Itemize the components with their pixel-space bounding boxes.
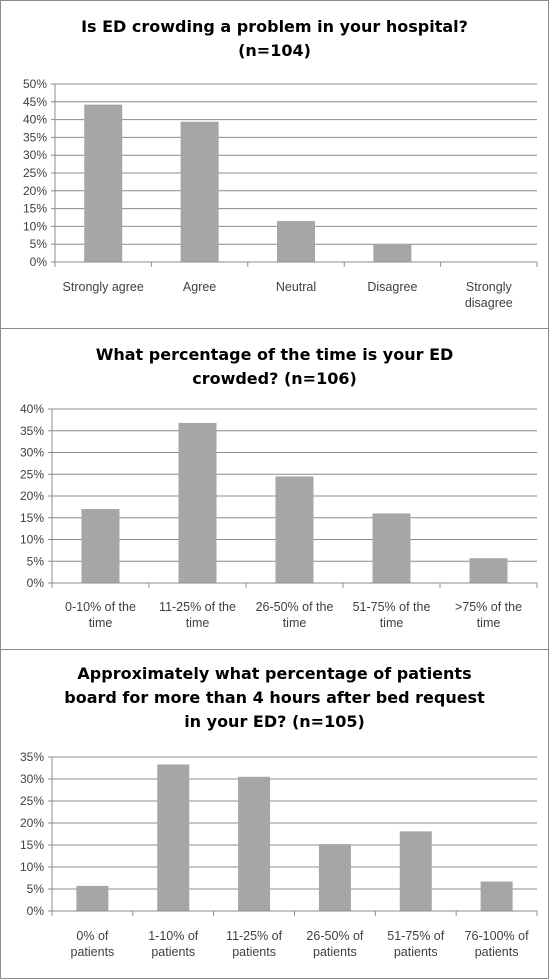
bar	[372, 513, 411, 583]
bar-chart: 0% 5% 10% 15% 20% 25% 30% 35% 40% 45% 50% Strongly …	[23, 77, 538, 310]
bar	[238, 776, 271, 911]
bar-chart: 0% 5% 10% 15% 20% 25% 30% 35% 40% 0-10% of the tim…	[20, 402, 538, 630]
x-category-label: 51-75% of the time	[353, 600, 431, 630]
chart-title: What percentage of the time is your ED c…	[95, 345, 454, 388]
x-category-label: 0% of patients	[71, 929, 115, 959]
bar	[180, 121, 219, 263]
y-tick-label: 25%	[20, 794, 44, 808]
y-tick-label: 15%	[20, 511, 44, 525]
x-category-label: Strongly disagree	[465, 280, 513, 310]
y-tick-label: 35%	[20, 424, 44, 438]
x-category-label: 26-50% of patients	[306, 929, 364, 959]
bar	[318, 844, 351, 911]
chart-panel-time-crowded: What percentage of the time is your ED c…	[0, 328, 549, 650]
y-tick-label: 20%	[20, 816, 44, 830]
y-tick-label: 0%	[27, 904, 45, 918]
y-tick-label: 50%	[23, 77, 47, 91]
y-tick-label: 35%	[20, 750, 44, 764]
bar	[157, 764, 190, 911]
y-tick-label: 30%	[23, 148, 47, 162]
x-category-label: 11-25% of the time	[159, 600, 236, 630]
y-tick-label: 5%	[27, 882, 45, 896]
x-category-label: 51-75% of patients	[387, 929, 445, 959]
bar	[469, 558, 508, 583]
bar	[76, 885, 109, 911]
x-category-label: 0-10% of the time	[65, 600, 136, 630]
y-tick-label: 45%	[23, 95, 47, 109]
x-category-label: 76-100% of patients	[465, 929, 529, 959]
bar	[178, 422, 217, 583]
y-tick-label: 0%	[30, 255, 48, 269]
bar-chart: 0% 5% 10% 15% 20% 25% 30% 35% 0% of patients 1-10%…	[20, 750, 538, 959]
x-category-label: Neutral	[276, 280, 316, 294]
x-category-label: Strongly agree	[63, 280, 144, 294]
x-category-label: Disagree	[367, 280, 417, 294]
y-tick-label: 0%	[27, 576, 45, 590]
bar	[84, 104, 123, 262]
y-tick-label: 15%	[20, 838, 44, 852]
y-tick-label: 25%	[23, 166, 47, 180]
y-tick-label: 10%	[20, 533, 44, 547]
y-tick-label: 15%	[23, 202, 47, 216]
bar	[399, 831, 432, 911]
y-tick-label: 20%	[23, 184, 47, 198]
y-tick-label: 30%	[20, 772, 44, 786]
chart-title: Is ED crowding a problem in your hospita…	[81, 17, 468, 60]
chart-title: Approximately what percentage of patient…	[64, 664, 485, 731]
x-category-label: 26-50% of the time	[256, 600, 334, 630]
bar	[275, 476, 314, 583]
y-tick-label: 40%	[20, 402, 44, 416]
x-category-label: 11-25% of patients	[226, 929, 283, 959]
y-tick-label: 35%	[23, 130, 47, 144]
chart-panel-boarding-patients: Approximately what percentage of patient…	[0, 649, 549, 979]
y-tick-label: 30%	[20, 446, 44, 460]
bar	[480, 881, 513, 911]
y-tick-label: 10%	[23, 219, 47, 233]
y-tick-label: 20%	[20, 489, 44, 503]
x-category-label: 1-10% of patients	[148, 929, 199, 959]
y-tick-label: 40%	[23, 113, 47, 127]
bar	[81, 509, 120, 583]
chart-panel-ed-crowding-problem: Is ED crowding a problem in your hospita…	[0, 0, 549, 329]
y-tick-label: 5%	[27, 554, 45, 568]
bar	[373, 244, 412, 262]
x-category-label: Agree	[183, 280, 216, 294]
y-tick-label: 10%	[20, 860, 44, 874]
x-category-label: >75% of the time	[455, 600, 522, 630]
y-tick-label: 25%	[20, 467, 44, 481]
bar	[277, 221, 315, 262]
y-tick-label: 5%	[30, 237, 48, 251]
